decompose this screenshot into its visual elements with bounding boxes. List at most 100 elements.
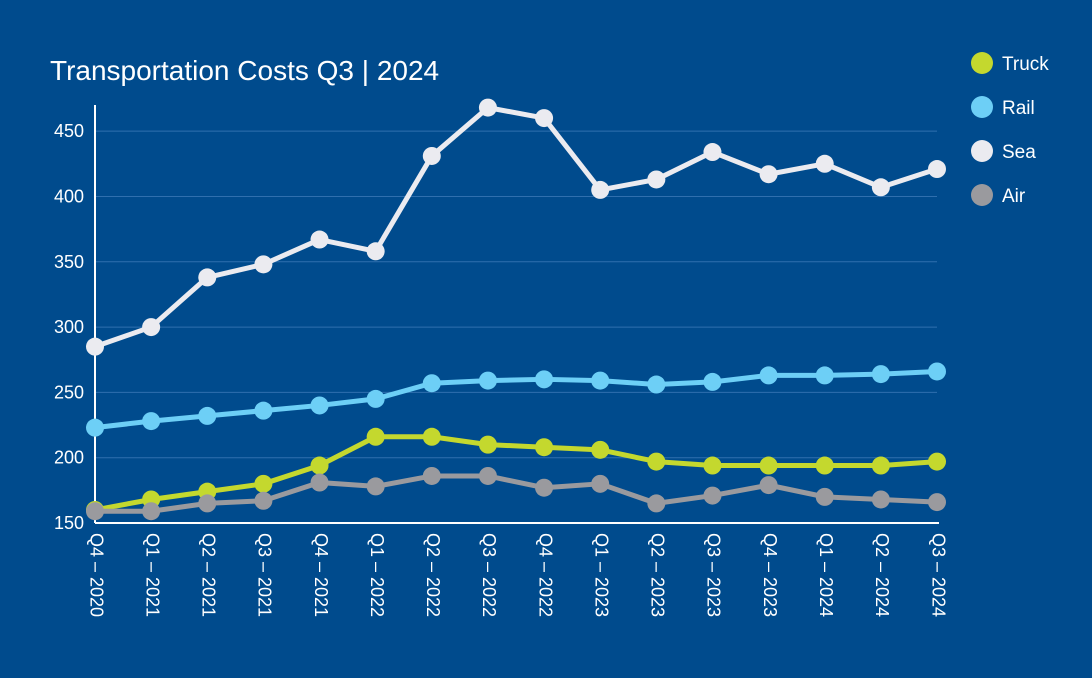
x-tick-label: Q3 – 2023	[704, 533, 724, 617]
data-point-sea[interactable]	[703, 143, 722, 162]
x-tick-label: Q4 – 2023	[760, 533, 780, 617]
data-point-rail[interactable]	[86, 418, 104, 437]
x-tick-label: Q4 – 2020	[86, 533, 106, 617]
legend-label: Rail	[1002, 98, 1035, 119]
data-point-truck[interactable]	[647, 452, 666, 471]
data-point-air[interactable]	[86, 502, 104, 521]
y-tick-label: 200	[54, 448, 84, 468]
data-point-sea[interactable]	[142, 318, 161, 337]
data-point-air[interactable]	[254, 491, 273, 510]
data-point-sea[interactable]	[535, 109, 554, 128]
data-point-sea[interactable]	[198, 268, 217, 287]
x-tick-label: Q2 – 2024	[872, 533, 892, 617]
legend-label: Air	[1002, 186, 1026, 207]
y-tick-label: 250	[54, 382, 84, 402]
x-tick-label: Q1 – 2024	[816, 533, 836, 617]
data-point-truck[interactable]	[310, 456, 329, 475]
data-point-air[interactable]	[142, 502, 161, 521]
series-line-rail	[92, 368, 940, 431]
data-point-sea[interactable]	[310, 230, 329, 249]
data-point-air[interactable]	[198, 494, 217, 513]
series-line-truck	[92, 434, 940, 513]
data-point-sea[interactable]	[591, 180, 610, 199]
data-point-rail[interactable]	[759, 366, 778, 385]
data-point-rail[interactable]	[871, 365, 890, 384]
data-point-sea[interactable]	[478, 98, 497, 117]
data-point-rail[interactable]	[703, 372, 722, 391]
x-tick-label: Q1 – 2022	[367, 533, 387, 617]
series-line-sea	[92, 105, 940, 350]
data-point-truck[interactable]	[928, 452, 946, 471]
x-tick-label: Q2 – 2022	[423, 533, 443, 617]
data-point-sea[interactable]	[86, 337, 104, 356]
y-tick-label: 400	[54, 186, 84, 206]
data-point-rail[interactable]	[310, 396, 329, 415]
gridlines	[95, 130, 937, 459]
data-point-air[interactable]	[703, 486, 722, 505]
x-tick-label: Q3 – 2024	[928, 533, 948, 617]
legend-item-rail[interactable]: Rail	[971, 96, 1035, 119]
data-point-air[interactable]	[759, 476, 778, 495]
data-point-truck[interactable]	[478, 435, 497, 454]
data-point-truck[interactable]	[815, 456, 834, 475]
y-tick-label: 300	[54, 317, 84, 337]
data-point-air[interactable]	[535, 478, 554, 497]
data-point-sea[interactable]	[422, 146, 441, 165]
legend-item-sea[interactable]: Sea	[971, 140, 1036, 163]
series-layer	[86, 98, 946, 521]
data-point-sea[interactable]	[366, 242, 385, 261]
data-point-sea[interactable]	[254, 255, 273, 274]
data-point-truck[interactable]	[871, 456, 890, 475]
series-sea	[86, 98, 946, 356]
data-point-rail[interactable]	[254, 401, 273, 420]
data-point-rail[interactable]	[478, 371, 497, 390]
y-tick-label: 450	[54, 121, 84, 141]
data-point-rail[interactable]	[422, 374, 441, 393]
data-point-truck[interactable]	[366, 427, 385, 446]
data-point-rail[interactable]	[591, 371, 610, 390]
data-point-rail[interactable]	[647, 375, 666, 394]
data-point-truck[interactable]	[535, 438, 554, 457]
x-tick-label: Q4 – 2022	[535, 533, 555, 617]
legend-marker	[971, 52, 993, 74]
data-point-sea[interactable]	[647, 170, 666, 189]
x-tick-label: Q1 – 2021	[142, 533, 162, 617]
data-point-truck[interactable]	[703, 456, 722, 475]
legend-label: Sea	[1002, 142, 1036, 163]
data-point-air[interactable]	[928, 493, 946, 512]
data-point-truck[interactable]	[759, 456, 778, 475]
x-tick-label: Q2 – 2023	[648, 533, 668, 617]
data-point-air[interactable]	[422, 466, 441, 485]
series-rail	[86, 362, 946, 437]
series-air	[86, 466, 946, 521]
data-point-truck[interactable]	[254, 474, 273, 493]
data-point-air[interactable]	[366, 477, 385, 496]
data-point-rail[interactable]	[535, 370, 554, 389]
data-point-air[interactable]	[647, 494, 666, 513]
series-line-air	[92, 473, 940, 514]
data-point-air[interactable]	[478, 466, 497, 485]
data-point-sea[interactable]	[871, 178, 890, 197]
data-point-air[interactable]	[815, 487, 834, 506]
data-point-sea[interactable]	[928, 160, 946, 179]
data-point-air[interactable]	[871, 490, 890, 509]
y-tick-label: 350	[54, 252, 84, 272]
data-point-sea[interactable]	[815, 154, 834, 173]
data-point-rail[interactable]	[198, 406, 217, 425]
legend-item-truck[interactable]: Truck	[971, 52, 1049, 75]
data-point-air[interactable]	[591, 474, 610, 493]
legend: Truck Rail Sea Air	[971, 52, 1049, 207]
legend-item-air[interactable]: Air	[971, 184, 1026, 207]
data-point-sea[interactable]	[759, 165, 778, 184]
legend-marker	[971, 96, 993, 118]
data-point-truck[interactable]	[422, 427, 441, 446]
data-point-rail[interactable]	[366, 389, 385, 408]
data-point-rail[interactable]	[142, 412, 161, 431]
data-point-truck[interactable]	[591, 440, 610, 459]
data-point-air[interactable]	[310, 473, 329, 492]
data-point-rail[interactable]	[815, 366, 834, 385]
data-point-rail[interactable]	[928, 362, 946, 381]
legend-marker	[971, 140, 993, 162]
